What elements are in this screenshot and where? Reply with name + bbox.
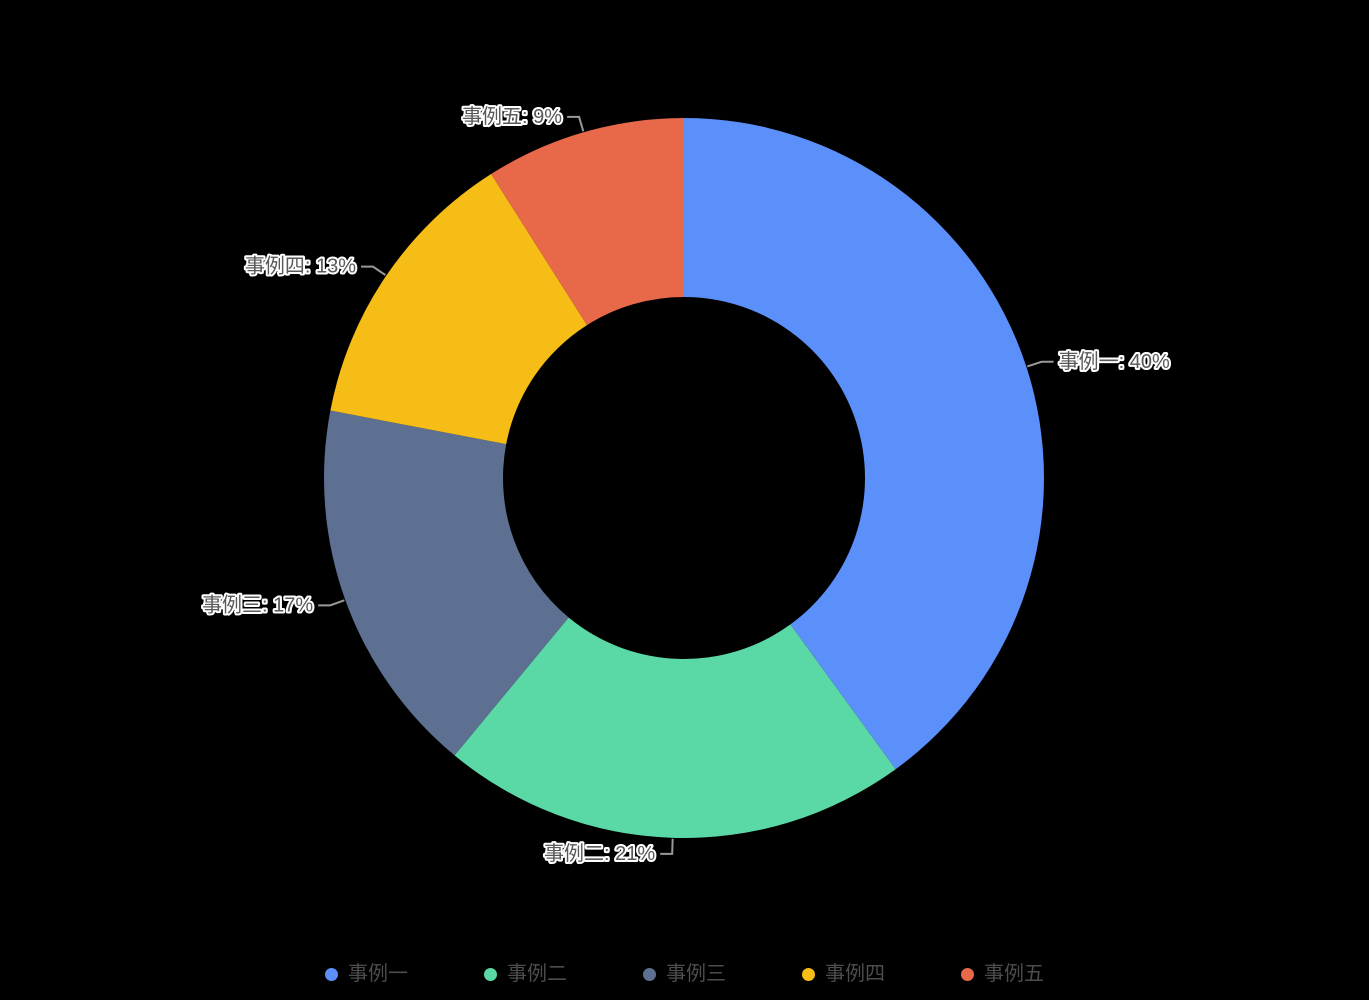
legend-marker-circle (325, 967, 338, 981)
legend-item-2[interactable]: 事例二 (484, 964, 567, 984)
legend-marker-circle (643, 967, 656, 981)
legend-marker-circle (484, 967, 497, 981)
pie-slice-1[interactable] (684, 118, 1044, 770)
legend-marker-circle (802, 967, 815, 981)
label-leader-line (567, 115, 585, 132)
slice-label-1: 事例一: 40% (1059, 350, 1170, 373)
legend-item-4[interactable]: 事例四 (802, 964, 885, 984)
slice-label-5: 事例五: 9% (462, 105, 562, 128)
slice-label-3: 事例三: 17% (202, 593, 313, 616)
slice-label-2: 事例二: 21% (544, 842, 655, 865)
legend-label: 事例一 (348, 963, 408, 985)
legend-item-5[interactable]: 事例五 (961, 964, 1044, 984)
legend-label: 事例三 (666, 963, 726, 985)
label-leader-line (1027, 360, 1054, 368)
label-leader-line (361, 265, 386, 276)
legend-label: 事例二 (507, 963, 567, 985)
pie-slice-2[interactable] (454, 617, 896, 839)
legend: 事例一 事例二 事例三 事例四 事例五 (0, 964, 1369, 984)
legend-label: 事例四 (825, 963, 885, 985)
label-leader-line (318, 599, 345, 607)
legend-item-3[interactable]: 事例三 (643, 964, 726, 984)
slice-label-4: 事例四: 13% (245, 255, 356, 278)
legend-item-1[interactable]: 事例一 (325, 964, 408, 984)
pie-slice-3[interactable] (324, 410, 569, 756)
pie-slice-4[interactable] (330, 174, 588, 445)
label-leader-line (660, 838, 674, 855)
pie-slice-5[interactable] (491, 118, 684, 326)
legend-marker-circle (961, 967, 974, 981)
legend-label: 事例五 (984, 963, 1044, 985)
